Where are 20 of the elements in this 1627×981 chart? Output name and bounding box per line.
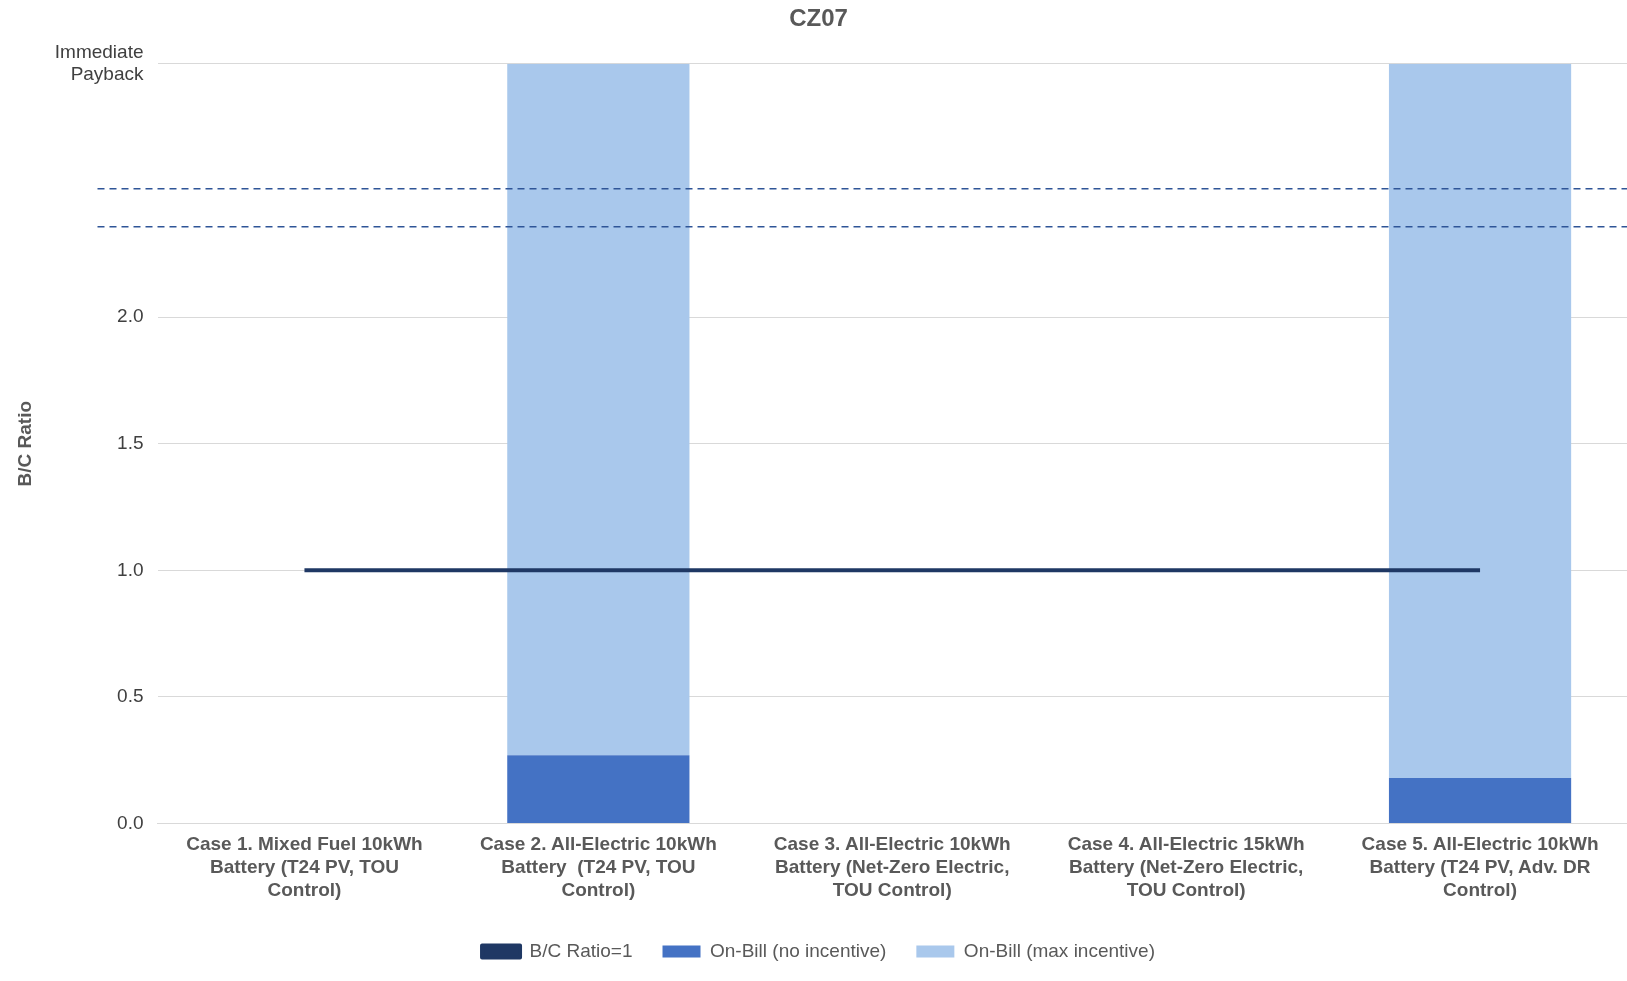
y-tick-label: 0.5 [117,685,144,707]
legend-label: On-Bill (no incentive) [710,939,887,961]
y-tick-label: 2.0 [117,305,144,327]
y-axis-title: B/C Ratio [13,400,35,487]
x-tick-label: Case 5. All-Electric 10kWh Battery (T24 PV, Adv. DR Control) [1361,833,1599,900]
bar [1388,778,1572,824]
bar [507,63,690,756]
legend-label: On-Bill (max incentive) [963,939,1155,961]
y-tick-label: 1.5 [117,431,144,453]
bar [507,755,690,824]
legend-label: B/C Ratio=1 [529,939,633,961]
bar [1388,63,1572,779]
y-tick-label: 1.0 [117,558,144,580]
x-tick-label: Case 4. All-Electric 15kWh Battery (Net-Zero Electric, TOU Control) [1067,833,1305,900]
y-tick-label: 0.0 [117,811,144,833]
x-tick-label: Case 2. All-Electric 10kWh Battery (T24 PV, TOU Control) [479,833,717,900]
chart-title: CZ07 [789,4,848,32]
x-tick-label: Case 3. All-Electric 10kWh Battery (Net-Zero Electric, TOU Control) [773,833,1011,900]
x-tick-label: Case 1. Mixed Fuel 10kWh Battery (T24 PV, TOU Control) [186,833,423,900]
y-tick-label: Immediate Payback [54,40,144,85]
